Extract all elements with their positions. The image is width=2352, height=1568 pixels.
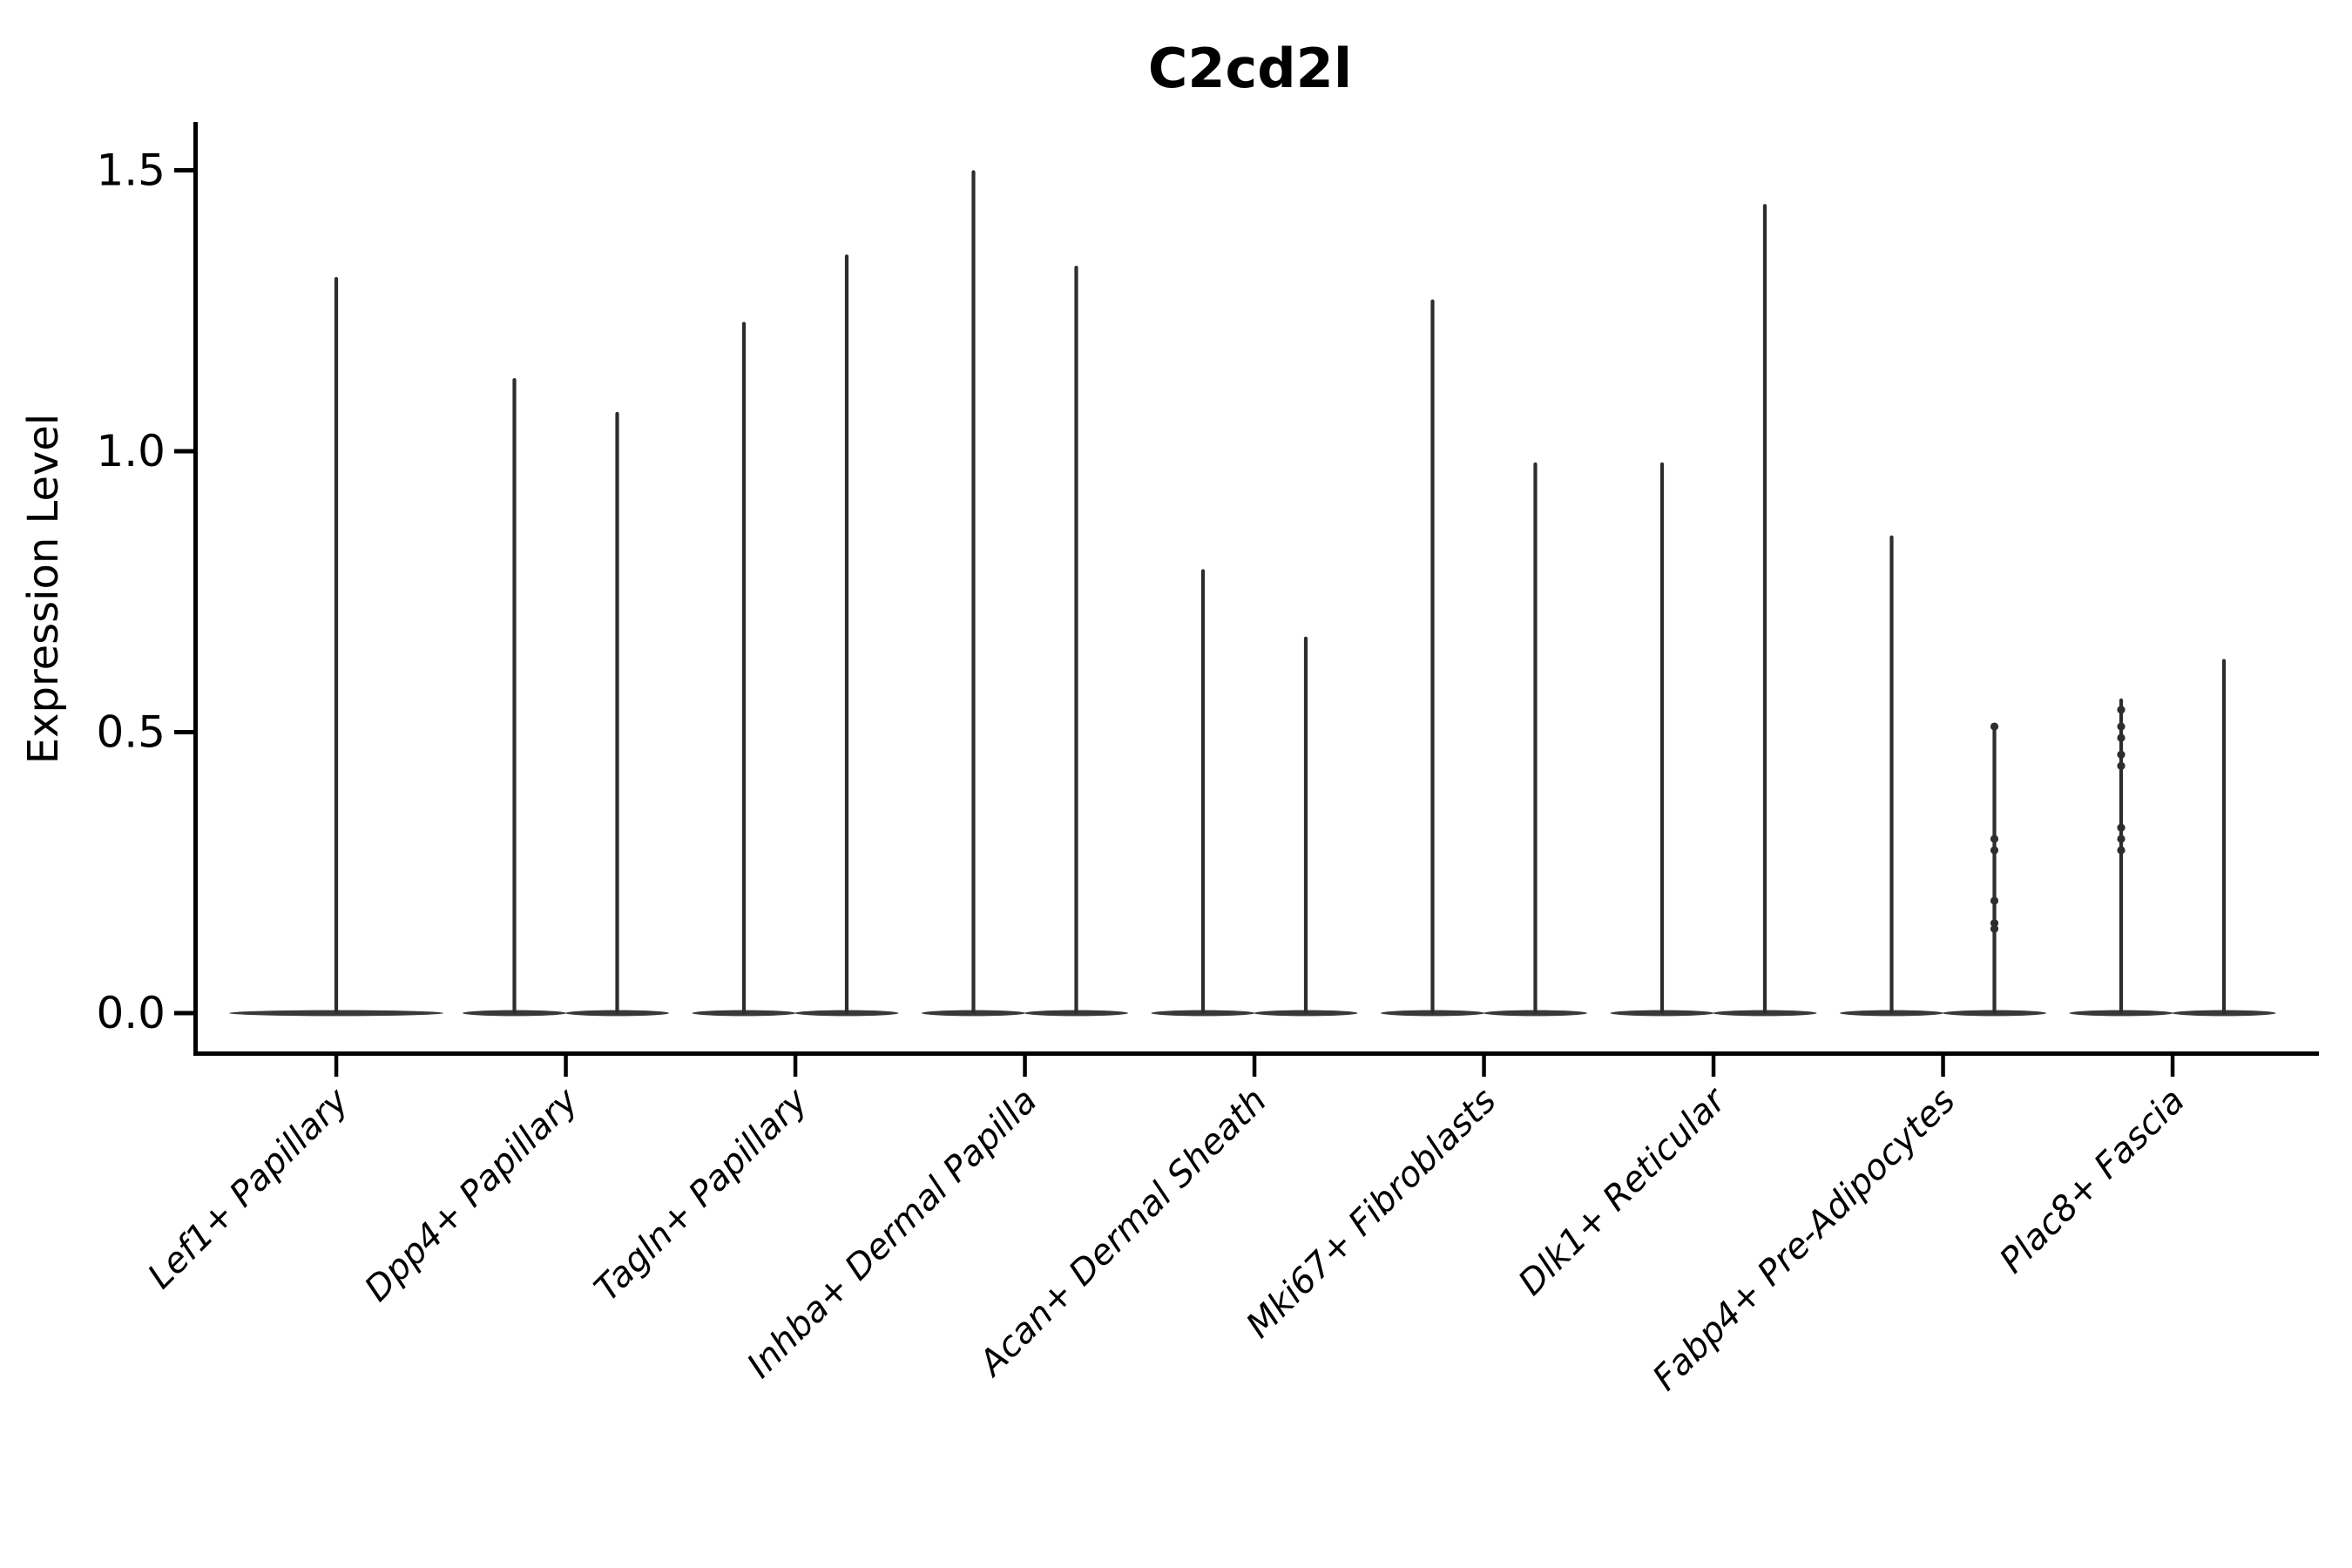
jitter-point [2117, 846, 2126, 855]
y-axis-spine [193, 122, 198, 1056]
x-tick [1941, 1056, 1945, 1077]
y-axis-label: Expression Level [19, 414, 68, 765]
jitter-point [1990, 919, 1999, 928]
y-tick-label: 1.0 [96, 426, 166, 476]
x-tick-label: Dpp4+ Papillary [357, 1080, 586, 1309]
y-tick [174, 730, 193, 734]
jitter-point [2117, 750, 2126, 759]
jitter-point [1990, 846, 1999, 855]
y-tick-label: 1.5 [96, 145, 166, 196]
jitter-point [2117, 733, 2126, 742]
x-tick [2170, 1056, 2175, 1077]
jitter-point [1990, 722, 1999, 731]
jitter-point [2117, 722, 2126, 731]
x-tick [793, 1056, 798, 1077]
jitter-point [1990, 924, 1999, 933]
x-tick [1252, 1056, 1257, 1077]
jitter-point [2117, 706, 2126, 714]
chart-title: C2cd2l [1148, 37, 1352, 100]
x-tick [334, 1056, 339, 1077]
x-tick [1023, 1056, 1027, 1077]
x-tick [1482, 1056, 1486, 1077]
x-tick-label: Lef1+ Papillary [140, 1080, 357, 1297]
x-tick-label: Dlk1+ Reticular [1511, 1079, 1735, 1303]
jitter-point [2117, 761, 2126, 770]
y-tick [174, 168, 193, 172]
y-tick [174, 1010, 193, 1016]
x-tick-label: Mki67+ Fibroblasts [1239, 1081, 1504, 1347]
plot-content: 0.0 0.5 1.0 1.5 Lef1+ Papillary Dpp4+ Papilla… [96, 145, 2276, 1398]
x-tick [1711, 1056, 1716, 1077]
jitter-point [2117, 835, 2126, 843]
x-tick [564, 1056, 568, 1077]
jitter-point [1990, 896, 1999, 905]
y-tick-label: 0.5 [96, 707, 166, 758]
jitter-point [1990, 835, 1999, 843]
y-tick-label: 0.0 [96, 988, 166, 1038]
x-tick-label: Tagln+ Papillary [587, 1080, 816, 1309]
y-tick [174, 449, 193, 454]
x-tick-label: Plac8+ Fascia [1992, 1081, 2193, 1281]
jitter-point [2117, 823, 2126, 832]
x-axis-spine [193, 1051, 2319, 1056]
